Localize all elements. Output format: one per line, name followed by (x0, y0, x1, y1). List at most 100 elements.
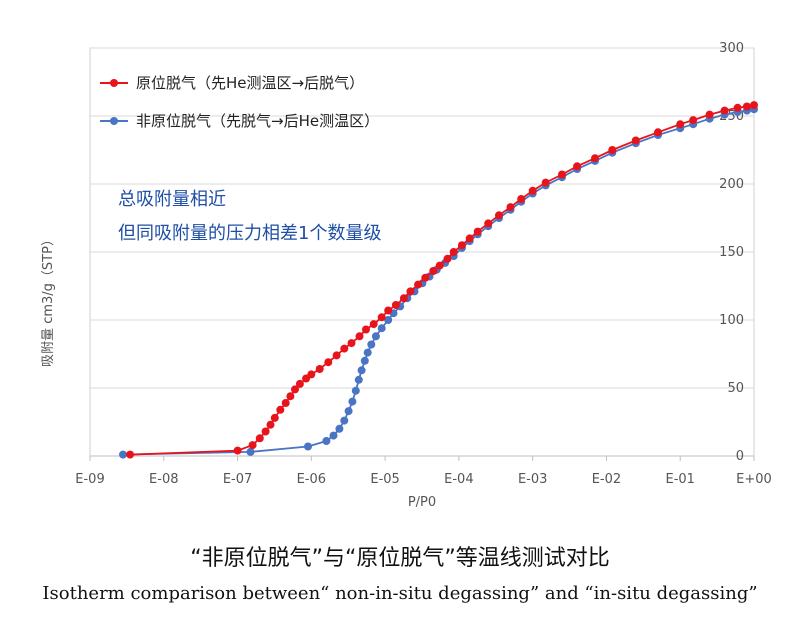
series-1 (119, 105, 758, 459)
data-point (443, 254, 452, 263)
data-point (340, 416, 349, 425)
y-tick-label: 0 (736, 449, 744, 464)
data-point (248, 441, 257, 450)
data-point (357, 366, 366, 375)
data-point (406, 287, 415, 296)
y-axis-label: 吸附量 cm3/g（STP） (41, 233, 56, 367)
data-point (384, 306, 393, 315)
data-point (449, 248, 458, 256)
series-line-0 (130, 104, 755, 456)
data-point (307, 370, 316, 379)
data-point (558, 170, 566, 179)
data-point (332, 351, 341, 360)
data-point (528, 186, 537, 195)
legend-marker-in-situ (110, 79, 118, 87)
data-point (246, 447, 255, 456)
data-point (360, 356, 369, 365)
data-point (676, 120, 685, 129)
legend-marker-non-in-situ (110, 117, 118, 125)
data-point (435, 261, 444, 270)
series-layer (119, 101, 758, 459)
data-point (340, 344, 349, 353)
data-point (304, 442, 312, 451)
data-point (591, 154, 599, 163)
data-point (608, 146, 617, 154)
data-point (705, 110, 714, 119)
x-tick-label: E-07 (223, 472, 252, 487)
x-tick-label: E-09 (75, 472, 104, 487)
data-point (363, 348, 372, 357)
legend-label-in-situ: 原位脱气（先He测温区→后脱气） (136, 74, 364, 92)
data-point (295, 379, 304, 388)
data-point (733, 103, 742, 112)
data-point (429, 267, 438, 275)
data-point (720, 106, 729, 115)
data-point (506, 203, 515, 212)
data-point (654, 128, 662, 137)
data-point (315, 365, 324, 373)
data-point (573, 162, 582, 171)
x-tick-label: E-01 (665, 472, 694, 487)
data-point (348, 397, 357, 406)
annotation-similar-total: 总吸附量相近 (118, 189, 226, 210)
x-tick-label: E-02 (592, 472, 621, 487)
series-0 (126, 101, 758, 459)
data-point (281, 399, 290, 407)
data-point (119, 450, 127, 459)
y-tick-label: 300 (719, 41, 744, 56)
data-point (484, 219, 493, 228)
data-point (266, 420, 275, 429)
data-point (255, 434, 264, 443)
grid-lines (90, 47, 754, 457)
isotherm-chart: E-09 E-08 E-07 E-06 E-05 E-04 E-03 E-02 E-01 E+00… (41, 41, 772, 510)
annotation-pressure-gap: 但同吸附量的压力相差1个数量级 (118, 223, 381, 244)
data-point (355, 332, 364, 341)
data-point (369, 320, 378, 329)
x-tick-label: E-05 (370, 472, 399, 487)
data-point (391, 301, 400, 309)
x-tick-label: E+00 (736, 472, 772, 487)
data-point (399, 294, 408, 303)
data-point (750, 101, 758, 110)
caption-english: Isotherm comparison between“ non-in-situ… (42, 583, 758, 604)
data-point (324, 358, 333, 367)
data-point (276, 405, 285, 414)
data-point (126, 450, 135, 459)
data-point (457, 241, 466, 250)
y-tick-label: 200 (719, 177, 744, 192)
data-point (742, 102, 751, 111)
data-point (351, 386, 360, 395)
data-point (286, 392, 295, 401)
data-point (322, 437, 331, 445)
x-tick-label: E-08 (149, 472, 178, 487)
y-tick-label: 150 (719, 245, 744, 260)
data-point (495, 211, 503, 220)
y-tick-label: 100 (719, 313, 744, 328)
data-point (377, 313, 386, 322)
data-point (465, 234, 474, 243)
data-point (377, 324, 386, 333)
data-point (335, 424, 344, 433)
data-point (329, 431, 338, 440)
data-point (261, 427, 270, 436)
data-point (371, 332, 380, 341)
data-point (347, 339, 356, 348)
data-point (473, 227, 482, 236)
x-axis-ticks: E-09 E-08 E-07 E-06 E-05 E-04 E-03 E-02 E-01 E+00 (75, 455, 772, 487)
y-tick-label: 50 (727, 381, 744, 396)
data-point (689, 116, 698, 125)
data-point (233, 446, 242, 455)
data-point (362, 325, 370, 334)
data-point (270, 413, 279, 422)
data-point (541, 178, 550, 187)
data-point (517, 195, 526, 203)
data-point (354, 375, 363, 384)
x-tick-label: E-06 (297, 472, 326, 487)
x-tick-label: E-04 (444, 472, 473, 487)
series-line-1 (122, 108, 755, 456)
data-point (344, 407, 353, 416)
legend-label-non-in-situ: 非原位脱气（先脱气→后He测温区） (136, 112, 379, 130)
data-point (291, 385, 299, 394)
data-point (367, 340, 376, 349)
